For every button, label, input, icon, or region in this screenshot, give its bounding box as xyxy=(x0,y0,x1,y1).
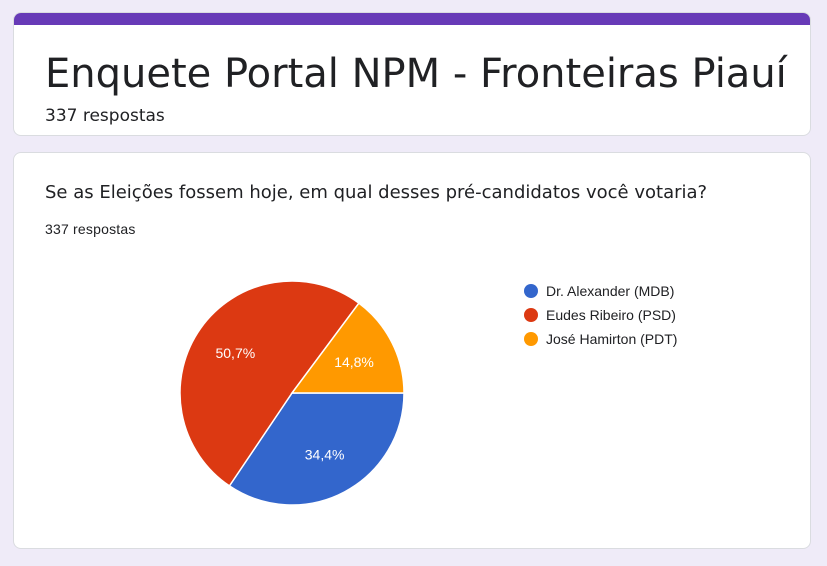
chart-legend: Dr. Alexander (MDB) Eudes Ribeiro (PSD) Jo… xyxy=(524,279,677,351)
pie-slice-label-2: 14,8% xyxy=(334,354,374,370)
legend-label-2: José Hamirton (PDT) xyxy=(546,331,678,347)
form-header-card: Enquete Portal NPM - Fronteiras Piauí 33… xyxy=(13,12,811,136)
pie-slice-label-0: 34,4% xyxy=(305,446,345,462)
question-title: Se as Eleições fossem hoje, em qual dess… xyxy=(45,182,708,203)
legend-label-1: Eudes Ribeiro (PSD) xyxy=(546,307,676,323)
pie-slice-1[interactable] xyxy=(179,280,360,487)
legend-item-2: José Hamirton (PDT) xyxy=(524,327,677,351)
pie-chart: 34,4% 50,7% 14,8% xyxy=(179,280,405,506)
form-title: Enquete Portal NPM - Fronteiras Piauí xyxy=(45,51,787,97)
legend-item-1: Eudes Ribeiro (PSD) xyxy=(524,303,677,327)
header-accent-bar xyxy=(14,13,810,25)
pie-slice-label-1: 50,7% xyxy=(215,345,255,361)
legend-swatch-0 xyxy=(524,284,538,298)
question-response-count: 337 respostas xyxy=(45,221,136,237)
pie-slice-0[interactable] xyxy=(228,392,405,506)
form-response-count: 337 respostas xyxy=(45,106,165,126)
legend-item-0: Dr. Alexander (MDB) xyxy=(524,279,677,303)
legend-swatch-1 xyxy=(524,308,538,322)
legend-swatch-2 xyxy=(524,332,538,346)
question-card: Se as Eleições fossem hoje, em qual dess… xyxy=(13,152,811,549)
legend-label-0: Dr. Alexander (MDB) xyxy=(546,283,675,299)
pie-slice-2[interactable] xyxy=(290,302,405,394)
